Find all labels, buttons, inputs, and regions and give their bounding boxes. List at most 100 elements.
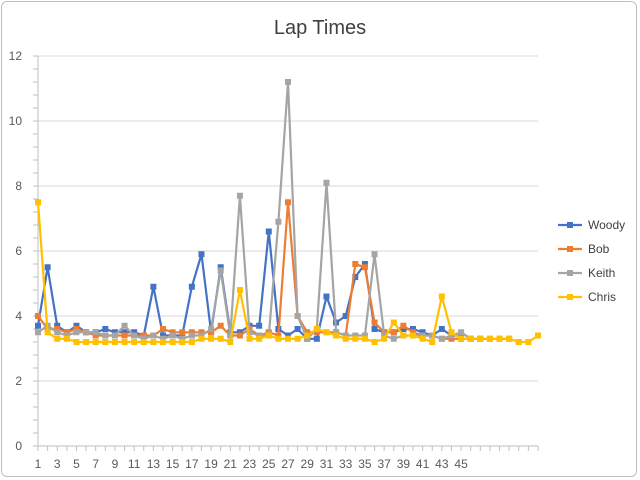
- data-point: [285, 335, 291, 342]
- y-axis-ticks: 0 2 4 6 8 10 12: [9, 49, 23, 453]
- y-tick-label: 6: [15, 244, 22, 258]
- data-point: [410, 329, 416, 336]
- data-point: [458, 335, 465, 342]
- data-point: [371, 251, 378, 258]
- data-point: [323, 293, 330, 300]
- legend-item-keith: Keith: [558, 266, 615, 280]
- data-point: [438, 293, 445, 300]
- data-point: [83, 329, 90, 336]
- data-point: [121, 322, 128, 329]
- x-tick-label: 3: [54, 457, 61, 471]
- data-point: [352, 261, 359, 267]
- data-point: [265, 332, 272, 339]
- data-point: [285, 332, 291, 339]
- data-point: [150, 339, 157, 345]
- data-point: [188, 332, 195, 339]
- data-point: [390, 319, 397, 326]
- data-point: [285, 199, 291, 206]
- data-point: [160, 335, 166, 342]
- data-point: [419, 329, 426, 336]
- data-point: [92, 339, 99, 345]
- x-tick-label: 37: [377, 457, 391, 471]
- x-tick-label: 41: [416, 457, 430, 471]
- data-point: [236, 332, 243, 339]
- data-point: [179, 335, 186, 342]
- y-tick-label: 2: [15, 374, 22, 388]
- data-point: [63, 335, 70, 342]
- data-point: [208, 326, 215, 332]
- legend-item-bob: Bob: [558, 242, 610, 256]
- data-point: [400, 322, 407, 329]
- data-point: [227, 332, 234, 339]
- data-point: [121, 339, 128, 345]
- data-point: [294, 313, 301, 319]
- data-point: [246, 335, 253, 342]
- data-point: [294, 326, 301, 332]
- x-tick-label: 7: [92, 457, 99, 471]
- legend-label: Keith: [588, 266, 615, 280]
- data-point: [390, 329, 397, 336]
- data-point: [410, 326, 416, 332]
- x-tick-label: 25: [262, 457, 276, 471]
- data-point: [323, 329, 330, 336]
- data-point: [179, 332, 186, 339]
- data-point: [429, 339, 436, 345]
- data-point: [390, 335, 397, 342]
- data-point: [400, 326, 407, 332]
- data-point: [188, 283, 195, 290]
- data-point: [304, 329, 311, 336]
- data-point: [92, 329, 99, 336]
- data-point: [448, 329, 455, 336]
- y-tick-label: 4: [15, 309, 22, 323]
- data-point: [140, 335, 147, 342]
- data-point: [179, 329, 186, 336]
- data-point: [333, 329, 340, 336]
- data-point: [381, 335, 388, 342]
- data-point: [352, 332, 359, 339]
- data-point: [438, 335, 445, 342]
- data-point: [515, 339, 522, 345]
- legend-swatch-marker: [567, 222, 573, 228]
- data-point: [236, 287, 243, 293]
- data-point: [506, 335, 513, 342]
- data-point: [361, 332, 368, 339]
- legend-label: Woody: [588, 218, 625, 232]
- data-point: [256, 335, 263, 342]
- legend-label: Bob: [588, 242, 610, 256]
- data-point: [169, 339, 176, 345]
- data-point: [352, 274, 359, 280]
- data-point: [217, 335, 224, 342]
- data-point: [467, 335, 474, 342]
- x-tick-label: 39: [397, 457, 411, 471]
- data-point: [73, 322, 80, 329]
- data-point: [73, 329, 80, 336]
- data-point: [54, 326, 61, 332]
- data-point: [496, 335, 503, 342]
- data-point: [438, 326, 445, 332]
- data-point: [275, 218, 282, 225]
- legend-swatch-marker: [567, 246, 573, 252]
- data-point: [63, 329, 70, 336]
- data-point: [35, 329, 41, 336]
- data-point: [419, 335, 426, 342]
- data-point: [140, 339, 147, 345]
- data-point: [448, 332, 455, 339]
- x-tick-label: 21: [224, 457, 238, 471]
- series-line-chris: [36, 202, 539, 344]
- legend: Woody Bob Keith Chris: [558, 218, 625, 304]
- data-point: [198, 332, 205, 339]
- x-tick-label: 35: [358, 457, 372, 471]
- chart-title: Lap Times: [274, 17, 366, 39]
- x-tick-label: 1: [35, 457, 42, 471]
- data-point: [342, 335, 349, 342]
- x-tick-label: 31: [320, 457, 334, 471]
- data-point: [342, 332, 349, 339]
- data-point: [486, 335, 493, 342]
- data-point: [352, 335, 359, 342]
- data-point: [111, 339, 118, 345]
- data-point: [371, 319, 378, 326]
- data-point: [313, 329, 320, 336]
- data-point: [217, 267, 224, 274]
- legend-label: Chris: [588, 290, 616, 304]
- data-point: [44, 264, 51, 271]
